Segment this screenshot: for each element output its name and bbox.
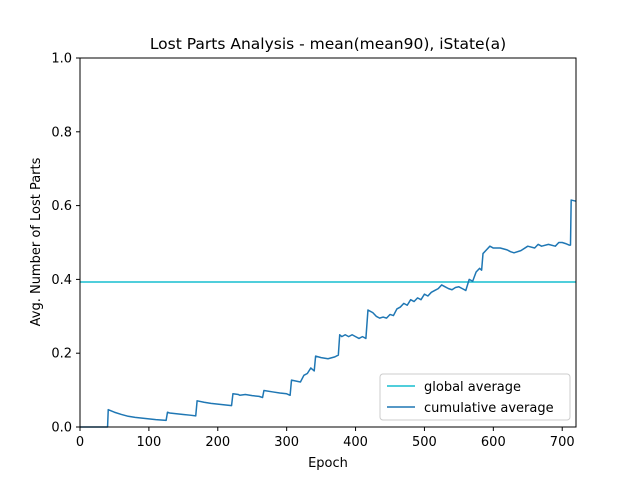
x-tick-label: 600 xyxy=(481,435,506,450)
x-tick-label: 400 xyxy=(343,435,368,450)
y-tick-label: 0.4 xyxy=(51,273,72,288)
y-axis-label: Avg. Number of Lost Parts xyxy=(29,157,44,326)
legend: global average cumulative average xyxy=(379,373,571,421)
y-tick-label: 0.0 xyxy=(51,421,72,436)
x-tick-label: 700 xyxy=(550,435,575,450)
y-axis: 0.0 0.2 0.4 0.6 0.8 1.0 xyxy=(51,52,80,436)
plot-area xyxy=(79,57,577,428)
y-tick-label: 0.6 xyxy=(51,199,72,214)
legend-label-global-average: global average xyxy=(424,380,521,395)
legend-label-cumulative-average: cumulative average xyxy=(424,401,554,416)
x-tick-label: 200 xyxy=(205,435,230,450)
chart-title: Lost Parts Analysis - mean(mean90), iSta… xyxy=(150,35,506,53)
x-tick-label: 300 xyxy=(274,435,299,450)
x-axis-label: Epoch xyxy=(308,456,348,471)
plot-frame xyxy=(79,57,577,428)
y-tick-label: 0.2 xyxy=(51,347,72,362)
x-tick-label: 0 xyxy=(76,435,84,450)
y-tick-label: 0.8 xyxy=(51,125,72,140)
series-line-cumulative-average xyxy=(80,199,577,428)
x-tick-label: 100 xyxy=(136,435,161,450)
x-tick-label: 500 xyxy=(412,435,437,450)
y-tick-label: 1.0 xyxy=(51,52,72,67)
legend-box xyxy=(379,373,571,421)
x-axis: 0 100 200 300 400 500 600 700 xyxy=(76,427,575,450)
